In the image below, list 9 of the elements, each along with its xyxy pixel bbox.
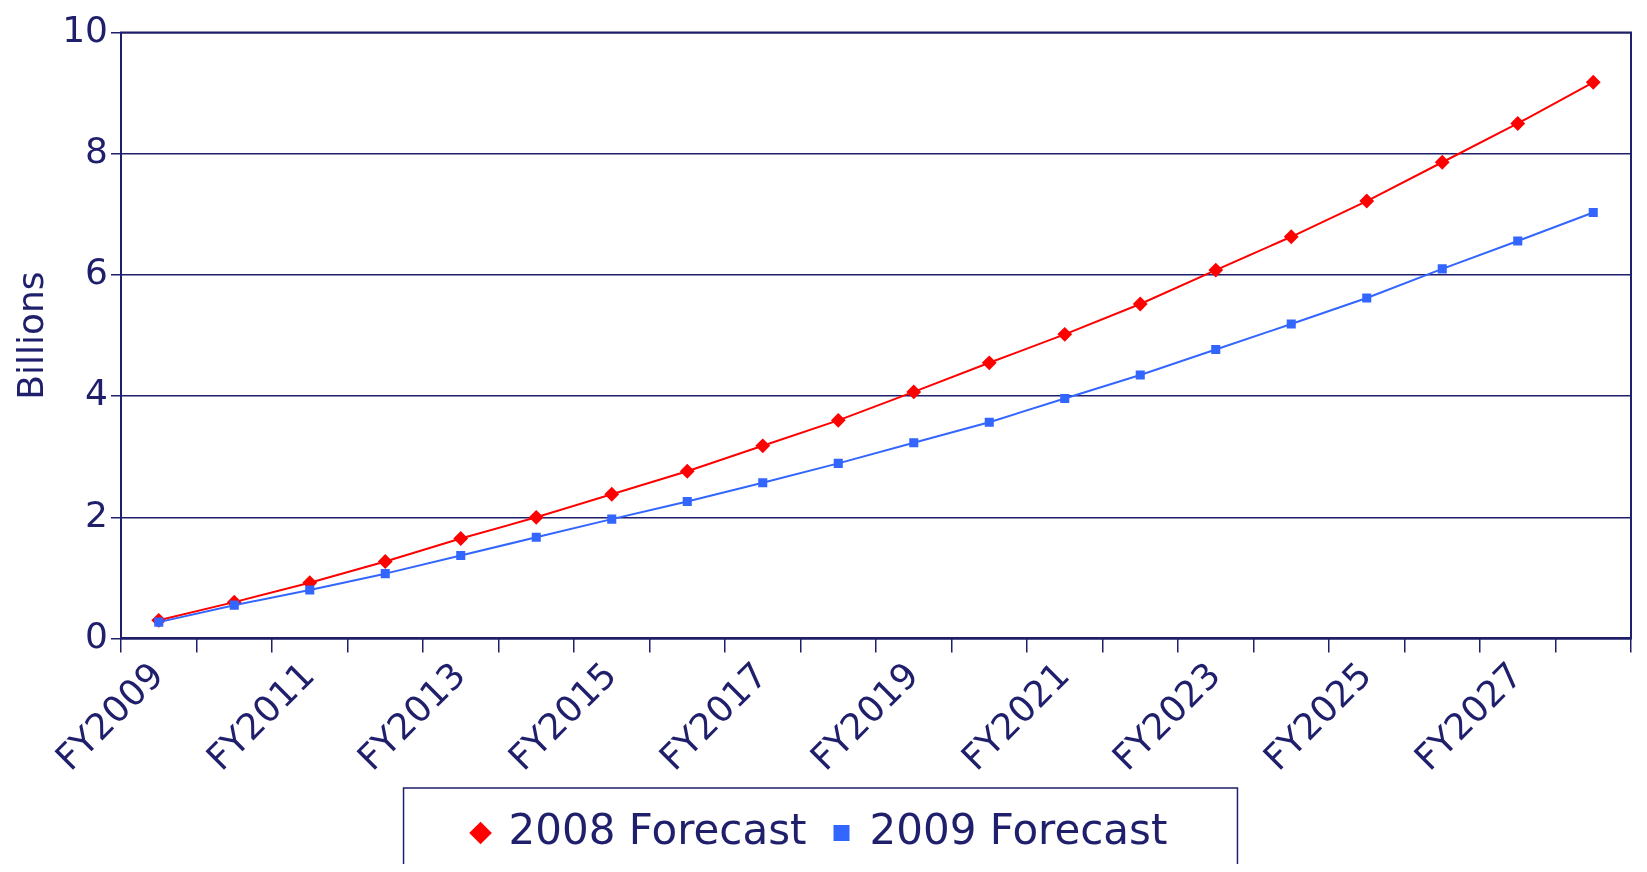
y-tick-label: 10 xyxy=(62,8,109,50)
y-tick-label: 8 xyxy=(85,130,109,172)
y-tick-label: 4 xyxy=(85,372,109,414)
legend-label: 2008 Forecast xyxy=(508,804,807,854)
y-axis-title: Billions xyxy=(9,271,51,400)
legend-label: 2009 Forecast xyxy=(869,804,1168,854)
y-tick-label: 6 xyxy=(85,251,109,293)
y-tick-label: 0 xyxy=(85,614,109,656)
y-tick-label: 2 xyxy=(85,493,109,535)
